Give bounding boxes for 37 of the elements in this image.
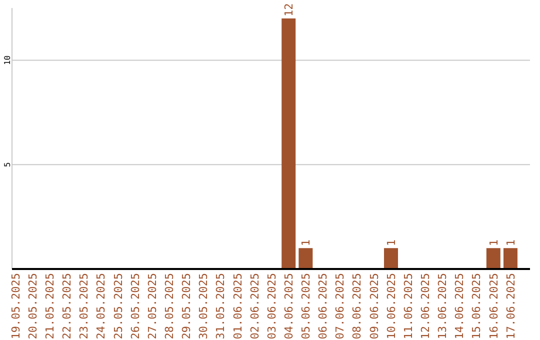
x-tick-label: 20.05.2025 (26, 273, 40, 340)
x-tick-label: 31.05.2025 (214, 273, 228, 340)
x-tick-label: 10.06.2025 (384, 273, 398, 340)
x-tick-label: 17.06.2025 (504, 273, 518, 340)
x-tick-label: 07.06.2025 (334, 273, 347, 340)
x-tick-label: 22.05.2025 (60, 273, 74, 340)
data-label: 1 (300, 239, 313, 246)
x-tick-label: 08.06.2025 (350, 273, 364, 340)
data-label: 1 (385, 239, 398, 246)
data-label: 1 (504, 239, 518, 246)
x-tick-label: 24.05.2025 (94, 273, 108, 340)
x-tick-label: 21.05.2025 (44, 273, 57, 340)
x-tick-label: 29.05.2025 (180, 273, 194, 340)
y-tick-label: 5 (2, 162, 12, 168)
x-tick-label: 09.06.2025 (368, 273, 381, 340)
x-tick-label: 19.05.2025 (9, 273, 22, 340)
x-tick-label: 01.06.2025 (231, 273, 244, 340)
x-tick-label: 03.06.2025 (265, 273, 278, 340)
x-tick-label: 26.05.2025 (128, 273, 142, 340)
x-tick-label: 30.05.2025 (197, 273, 210, 340)
x-tick-label: 14.06.2025 (453, 273, 466, 340)
x-tick-label: 23.05.2025 (78, 273, 91, 340)
x-tick-label: 16.06.2025 (487, 273, 500, 340)
data-label: 1 (487, 239, 500, 246)
x-tick-label: 04.06.2025 (282, 273, 296, 340)
x-tick-label: 11.06.2025 (402, 273, 415, 340)
x-tick-label: 05.06.2025 (300, 273, 313, 340)
y-tick-label: 10 (2, 55, 12, 66)
x-tick-label: 27.05.2025 (146, 273, 159, 340)
x-tick-label: 13.06.2025 (436, 273, 450, 340)
data-label: 12 (282, 3, 296, 16)
x-tick-label: 25.05.2025 (112, 273, 125, 340)
x-tick-label: 28.05.2025 (162, 273, 176, 340)
x-tick-label: 12.06.2025 (418, 273, 432, 340)
x-tick-label: 15.06.2025 (470, 273, 484, 340)
x-tick-label: 02.06.2025 (248, 273, 262, 340)
x-tick-label: 06.06.2025 (316, 273, 330, 340)
